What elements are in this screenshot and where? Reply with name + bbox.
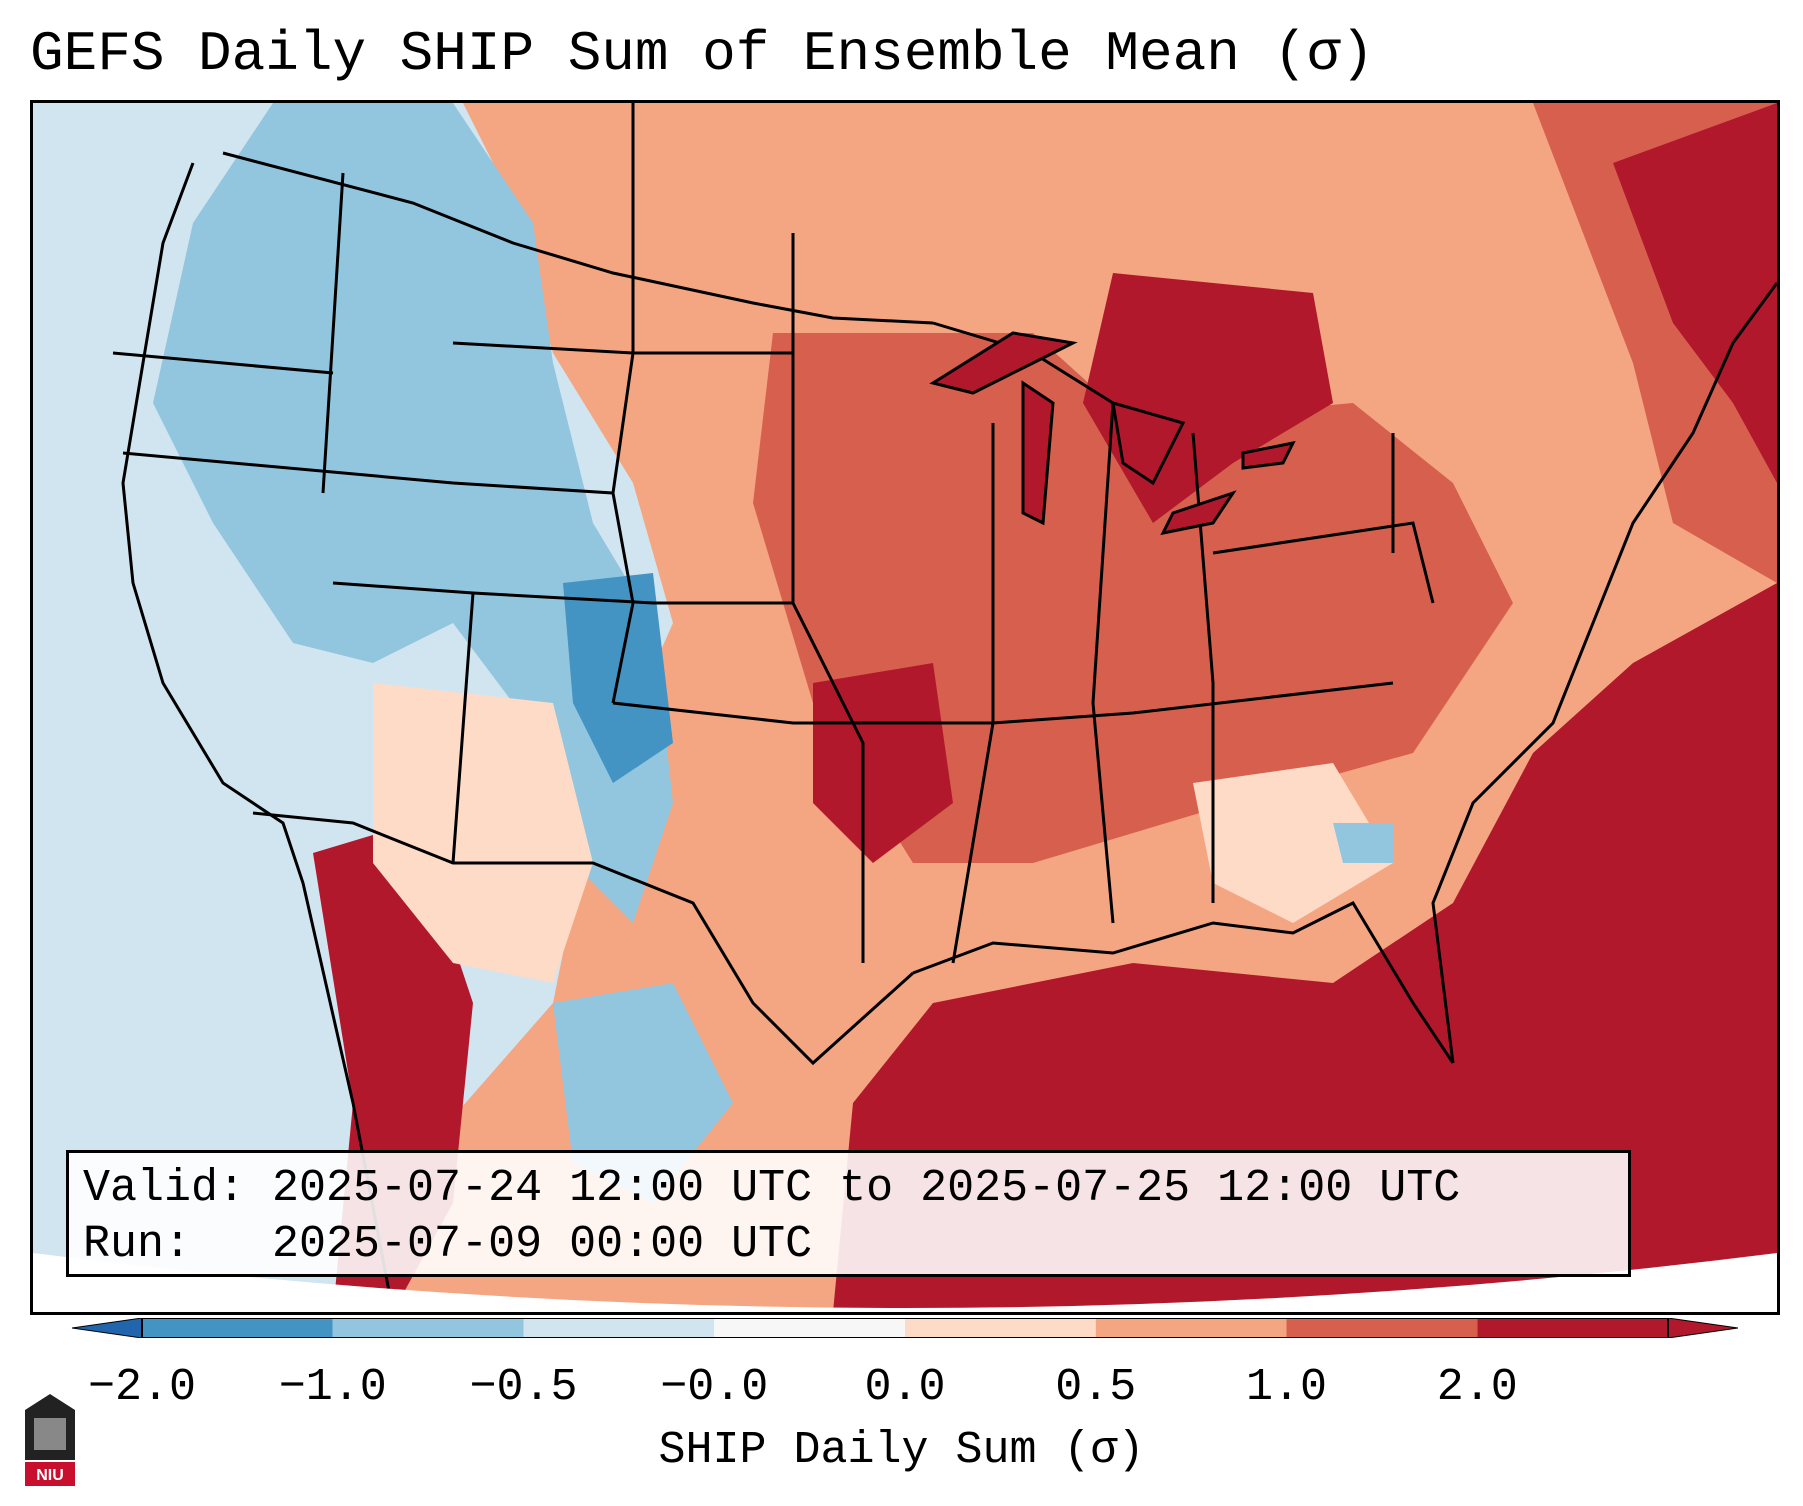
colorbar-extend-low xyxy=(72,1318,143,1338)
projection-edge xyxy=(33,1253,1777,1312)
field-carolina-negative xyxy=(1333,823,1393,863)
east-coastline xyxy=(1431,282,1777,1064)
state-line-or-ca-nv xyxy=(122,451,454,485)
field-gulf-atlantic xyxy=(833,583,1777,1312)
colorbar-frame xyxy=(141,1318,1669,1338)
lake-superior xyxy=(929,331,1078,395)
state-line-wa-or xyxy=(112,351,334,375)
state-line-in-al xyxy=(1091,402,1115,924)
colorbar-tick-label: −2.0 xyxy=(87,1362,197,1413)
field-positive-strong xyxy=(753,333,1513,863)
colorbar-tick-label: 1.0 xyxy=(1245,1362,1327,1413)
colorbar-bin xyxy=(1477,1318,1668,1338)
lake-huron xyxy=(1111,400,1186,486)
colorbar-tick-label: −0.0 xyxy=(660,1362,769,1413)
colorbar-bin xyxy=(714,1318,905,1338)
colorbar-bin xyxy=(1286,1318,1478,1338)
field-northeast-strong xyxy=(1613,103,1777,483)
colorbar xyxy=(72,1318,1738,1338)
state-line-co xyxy=(611,492,635,704)
colorbar-bin xyxy=(142,1318,333,1338)
lake-michigan xyxy=(1021,380,1055,526)
logo-text: NIU xyxy=(36,1467,64,1484)
colorbar-bin xyxy=(332,1318,524,1338)
map-canvas xyxy=(33,103,1777,1312)
colorbar-bin xyxy=(523,1318,715,1338)
colorbar-tick-label: 2.0 xyxy=(1436,1362,1518,1413)
state-line-pa xyxy=(1212,521,1435,604)
state-line-mn-ia-mo-ar xyxy=(791,233,865,963)
colorbar-label: SHIP Daily Sum (σ) xyxy=(658,1425,1145,1476)
state-line-wi-il xyxy=(951,423,995,964)
colorbar-tick-label: 0.0 xyxy=(864,1362,946,1413)
niu-logo: NIU xyxy=(25,1394,75,1486)
field-negative-mexico xyxy=(553,983,733,1203)
boundaries xyxy=(112,103,1777,1312)
state-line-central xyxy=(332,581,793,605)
state-line-id xyxy=(321,172,345,494)
state-line-az-nm xyxy=(451,592,475,864)
valid-time-box: Valid: 2025-07-24 12:00 UTC to 2025-07-2… xyxy=(66,1150,1631,1277)
field-southwest-light xyxy=(373,683,593,983)
state-line-wy xyxy=(452,341,635,495)
great-lakes xyxy=(929,331,1296,536)
colorbar-bin xyxy=(905,1318,1096,1338)
lake-ontario xyxy=(1241,440,1296,470)
colorbar-tick-label: −1.0 xyxy=(278,1362,387,1413)
colorbar-extend-high xyxy=(1667,1318,1738,1338)
colorbar-bin xyxy=(1095,1318,1287,1338)
lake-erie xyxy=(1160,490,1237,536)
canada-border-west xyxy=(222,151,934,325)
mexico-border xyxy=(252,811,915,1066)
valid-time-text: Valid: 2025-07-24 12:00 UTC to 2025-07-2… xyxy=(83,1163,1461,1214)
chart-title: GEFS Daily SHIP Sum of Ensemble Mean (σ) xyxy=(30,22,1375,86)
run-time-text: Run: 2025-07-09 00:00 UTC xyxy=(83,1219,813,1270)
field-southeast-light xyxy=(1193,763,1393,923)
gulf-coastline xyxy=(912,901,1455,1064)
colorbar-tick-label: −0.5 xyxy=(469,1362,578,1413)
west-coastline xyxy=(121,162,395,1312)
colorbar-tick-label: 0.5 xyxy=(1055,1362,1137,1413)
map-panel xyxy=(30,100,1780,1315)
